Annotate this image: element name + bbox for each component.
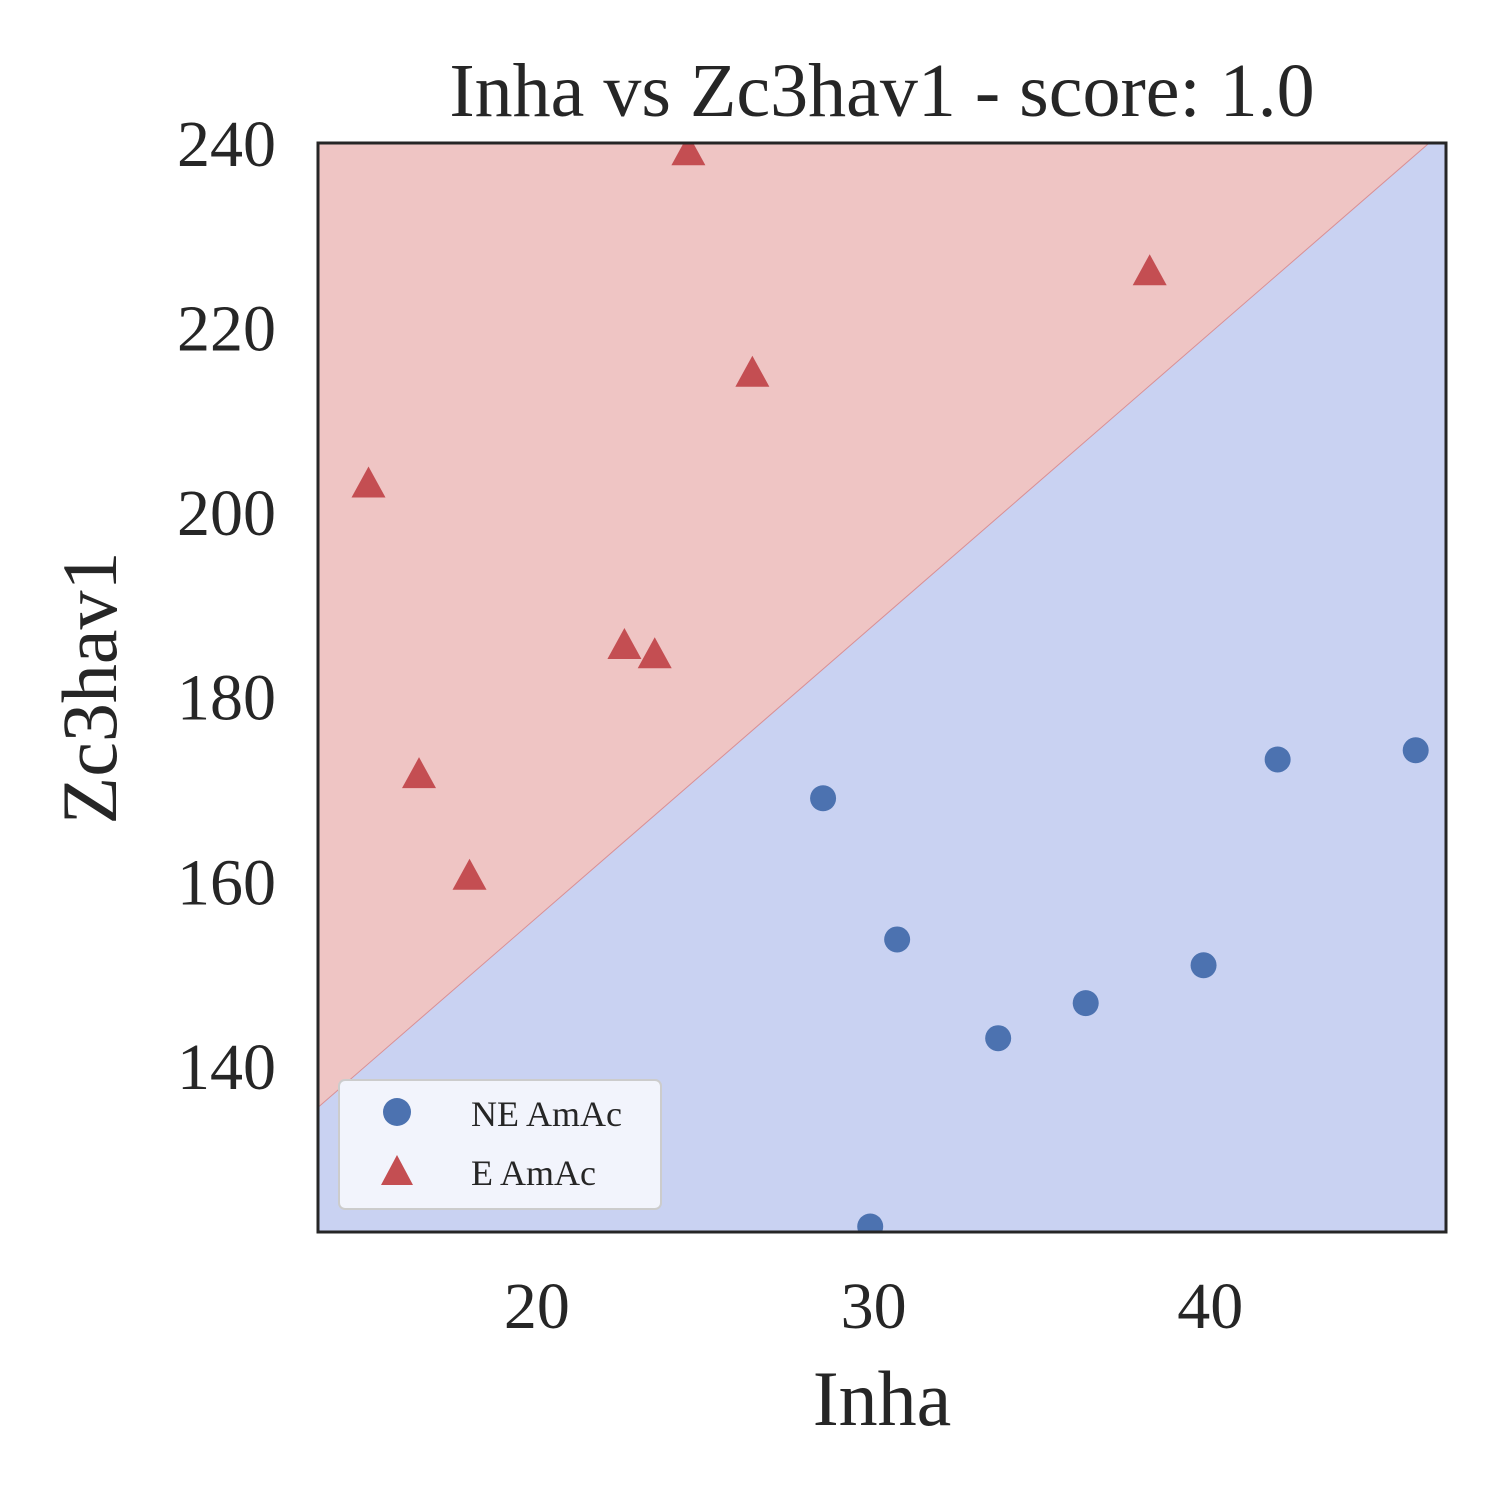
x-tick-labels: 20 30 40 xyxy=(504,1270,1243,1343)
data-point xyxy=(735,355,770,387)
data-point xyxy=(402,757,437,789)
data-point xyxy=(857,1213,884,1232)
legend-label-e-amac: E AmAc xyxy=(471,1153,596,1193)
legend-label-ne-amac: NE AmAc xyxy=(471,1094,622,1134)
data-point xyxy=(607,627,642,659)
y-tick-label: 160 xyxy=(177,846,276,919)
legend-box xyxy=(338,1079,662,1210)
data-point xyxy=(1402,737,1429,764)
decision-boundary xyxy=(318,143,1430,1108)
y-tick-label: 240 xyxy=(177,108,276,181)
y-tick-label: 180 xyxy=(177,662,276,735)
y-tick-label: 200 xyxy=(177,477,276,550)
data-point xyxy=(637,637,672,669)
x-tick-label: 20 xyxy=(504,1270,570,1343)
y-tick-labels: 140 160 180 200 220 240 xyxy=(177,108,276,1104)
chart-title: Inha vs Zc3hav1 - score: 1.0 xyxy=(449,49,1314,133)
plot-frame xyxy=(316,141,1448,1234)
x-tick-label: 40 xyxy=(1177,1270,1243,1343)
region-upper xyxy=(318,143,1446,1108)
x-tick-label: 30 xyxy=(841,1270,907,1343)
series-layer xyxy=(351,143,1429,1232)
legend-marker-ne-amac xyxy=(383,1098,411,1126)
y-axis-title: Zc3hav1 xyxy=(46,552,133,825)
data-point xyxy=(1264,746,1291,773)
legend-marker-e-amac xyxy=(381,1155,413,1185)
plot-area xyxy=(318,143,1446,1232)
data-point xyxy=(884,926,911,953)
data-point xyxy=(452,858,487,890)
data-point xyxy=(1190,952,1217,979)
data-point xyxy=(1072,990,1099,1017)
data-point xyxy=(810,785,837,812)
data-point xyxy=(1132,254,1167,286)
y-tick-label: 220 xyxy=(177,293,276,366)
legend: NE AmAc E AmAc xyxy=(338,1079,662,1210)
x-axis-title: Inha xyxy=(813,1355,952,1442)
data-point xyxy=(351,466,386,498)
y-tick-label: 140 xyxy=(177,1031,276,1104)
data-point xyxy=(671,143,706,166)
data-point xyxy=(985,1025,1012,1052)
